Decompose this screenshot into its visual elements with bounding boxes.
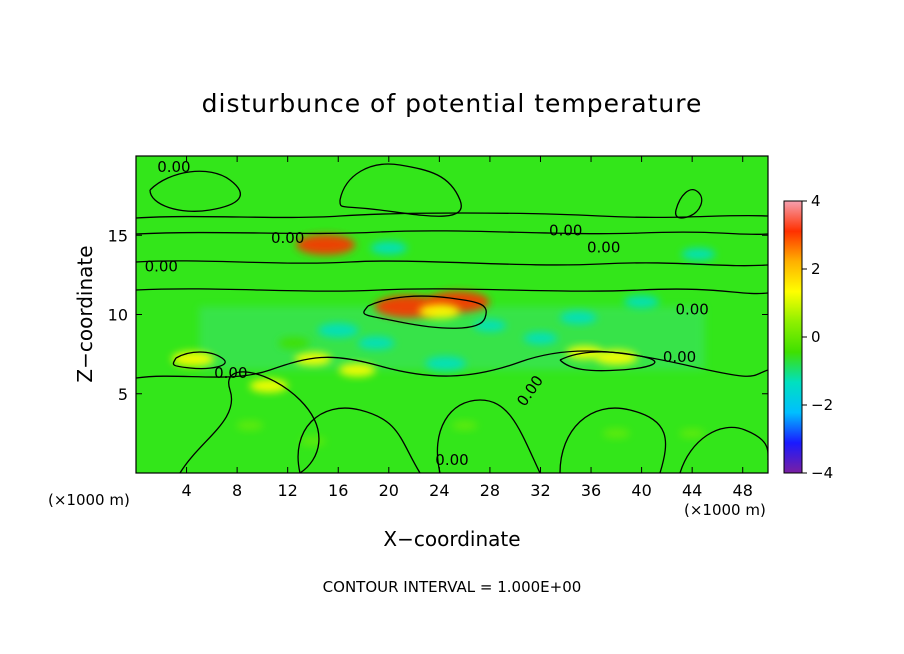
contour-label: 0.00 — [587, 239, 620, 257]
contour-label: 0.00 — [663, 348, 696, 366]
x-tick-label: 36 — [581, 481, 601, 500]
warm-anomaly — [296, 234, 356, 255]
contour-line — [136, 230, 768, 236]
contour-line — [149, 170, 242, 212]
cold-anomaly — [681, 248, 716, 261]
chart-title: disturbunce of potential temperature — [202, 89, 703, 118]
x-tick-label: 12 — [278, 481, 298, 500]
contour-line — [179, 371, 320, 473]
y-tick-label: 5 — [118, 385, 128, 404]
contour-line — [559, 351, 656, 372]
colorbar-tick-label: −4 — [811, 464, 833, 482]
cold-anomaly — [278, 337, 310, 349]
warm-anomaly — [451, 420, 478, 431]
contour-lines — [136, 163, 768, 473]
cold-anomaly — [317, 323, 359, 338]
x-tick-label: 4 — [181, 481, 191, 500]
x-axis-unit-left: (×1000 m) — [48, 491, 130, 509]
y-tick-label: 15 — [108, 226, 128, 245]
warm-anomaly — [300, 436, 326, 447]
contour-line — [674, 189, 703, 219]
x-tick-label: 24 — [429, 481, 449, 500]
warm-anomaly — [249, 378, 288, 393]
x-axis-label: X−coordinate — [383, 527, 520, 551]
colorbar-tick-label: 4 — [811, 192, 821, 210]
warm-anomaly — [418, 304, 460, 319]
colorbar-tick-label: 2 — [811, 260, 821, 278]
x-axis-unit-right: (×1000 m) — [684, 501, 766, 519]
cold-anomaly — [473, 319, 507, 332]
x-axis: 4 8 12 16 20 24 28 32 36 40 44 48 — [181, 156, 753, 500]
warm-anomaly — [679, 428, 705, 439]
x-tick-label: 48 — [733, 481, 753, 500]
x-tick-label: 28 — [480, 481, 500, 500]
contour-line — [136, 350, 768, 379]
warm-anomaly — [602, 428, 630, 439]
contour-interval-note: CONTOUR INTERVAL = 1.000E+00 — [323, 578, 582, 596]
x-tick-label: 40 — [631, 481, 651, 500]
contour-label: 0.00 — [675, 301, 708, 319]
contour-line — [436, 399, 541, 473]
contour-label: 0.00 — [435, 451, 468, 469]
contour-line — [136, 212, 768, 219]
colorbar-tick-label: −2 — [811, 396, 833, 414]
contour-line — [297, 407, 421, 473]
contour-line — [136, 260, 768, 267]
contour-line — [559, 407, 667, 473]
colorbar-ticks: 4 2 0 −2 −4 — [802, 192, 833, 482]
x-tick-label: 44 — [682, 481, 702, 500]
contour-label: 0.00 — [271, 229, 304, 247]
colorbar-gradient-bar — [783, 200, 803, 474]
x-tick-label: 8 — [232, 481, 242, 500]
colorbar: 4 2 0 −2 −4 — [783, 192, 833, 482]
cold-anomaly — [370, 241, 408, 255]
cold-anomaly — [560, 311, 597, 325]
colorbar-tick-label: 0 — [811, 328, 821, 346]
x-tick-label: 16 — [328, 481, 348, 500]
contour-line — [136, 288, 768, 295]
x-tick-label: 32 — [530, 481, 550, 500]
cold-anomaly — [425, 356, 467, 371]
y-axis: 5 10 15 — [108, 226, 768, 404]
contour-label: 0.00 — [214, 364, 247, 382]
temperature-field — [171, 234, 716, 447]
contour-line — [363, 295, 487, 329]
cold-anomaly — [623, 295, 660, 309]
warm-anomaly — [338, 363, 376, 377]
warm-anomaly — [171, 351, 215, 367]
cold-anomaly — [523, 332, 558, 345]
contour-line — [172, 351, 226, 370]
plot-area: 0.000.000.000.000.000.000.000.000.000.00 — [135, 155, 769, 474]
contour-label: 0.00 — [549, 221, 582, 239]
contour-label: 0.00 — [145, 258, 178, 276]
y-axis-label: Z−coordinate — [73, 245, 97, 382]
contour-line — [339, 163, 462, 217]
contour-label: 0.00 — [157, 158, 190, 176]
warm-anomaly — [236, 420, 264, 431]
cold-anomaly — [357, 336, 395, 350]
x-tick-label: 20 — [379, 481, 399, 500]
y-tick-label: 10 — [108, 306, 128, 325]
